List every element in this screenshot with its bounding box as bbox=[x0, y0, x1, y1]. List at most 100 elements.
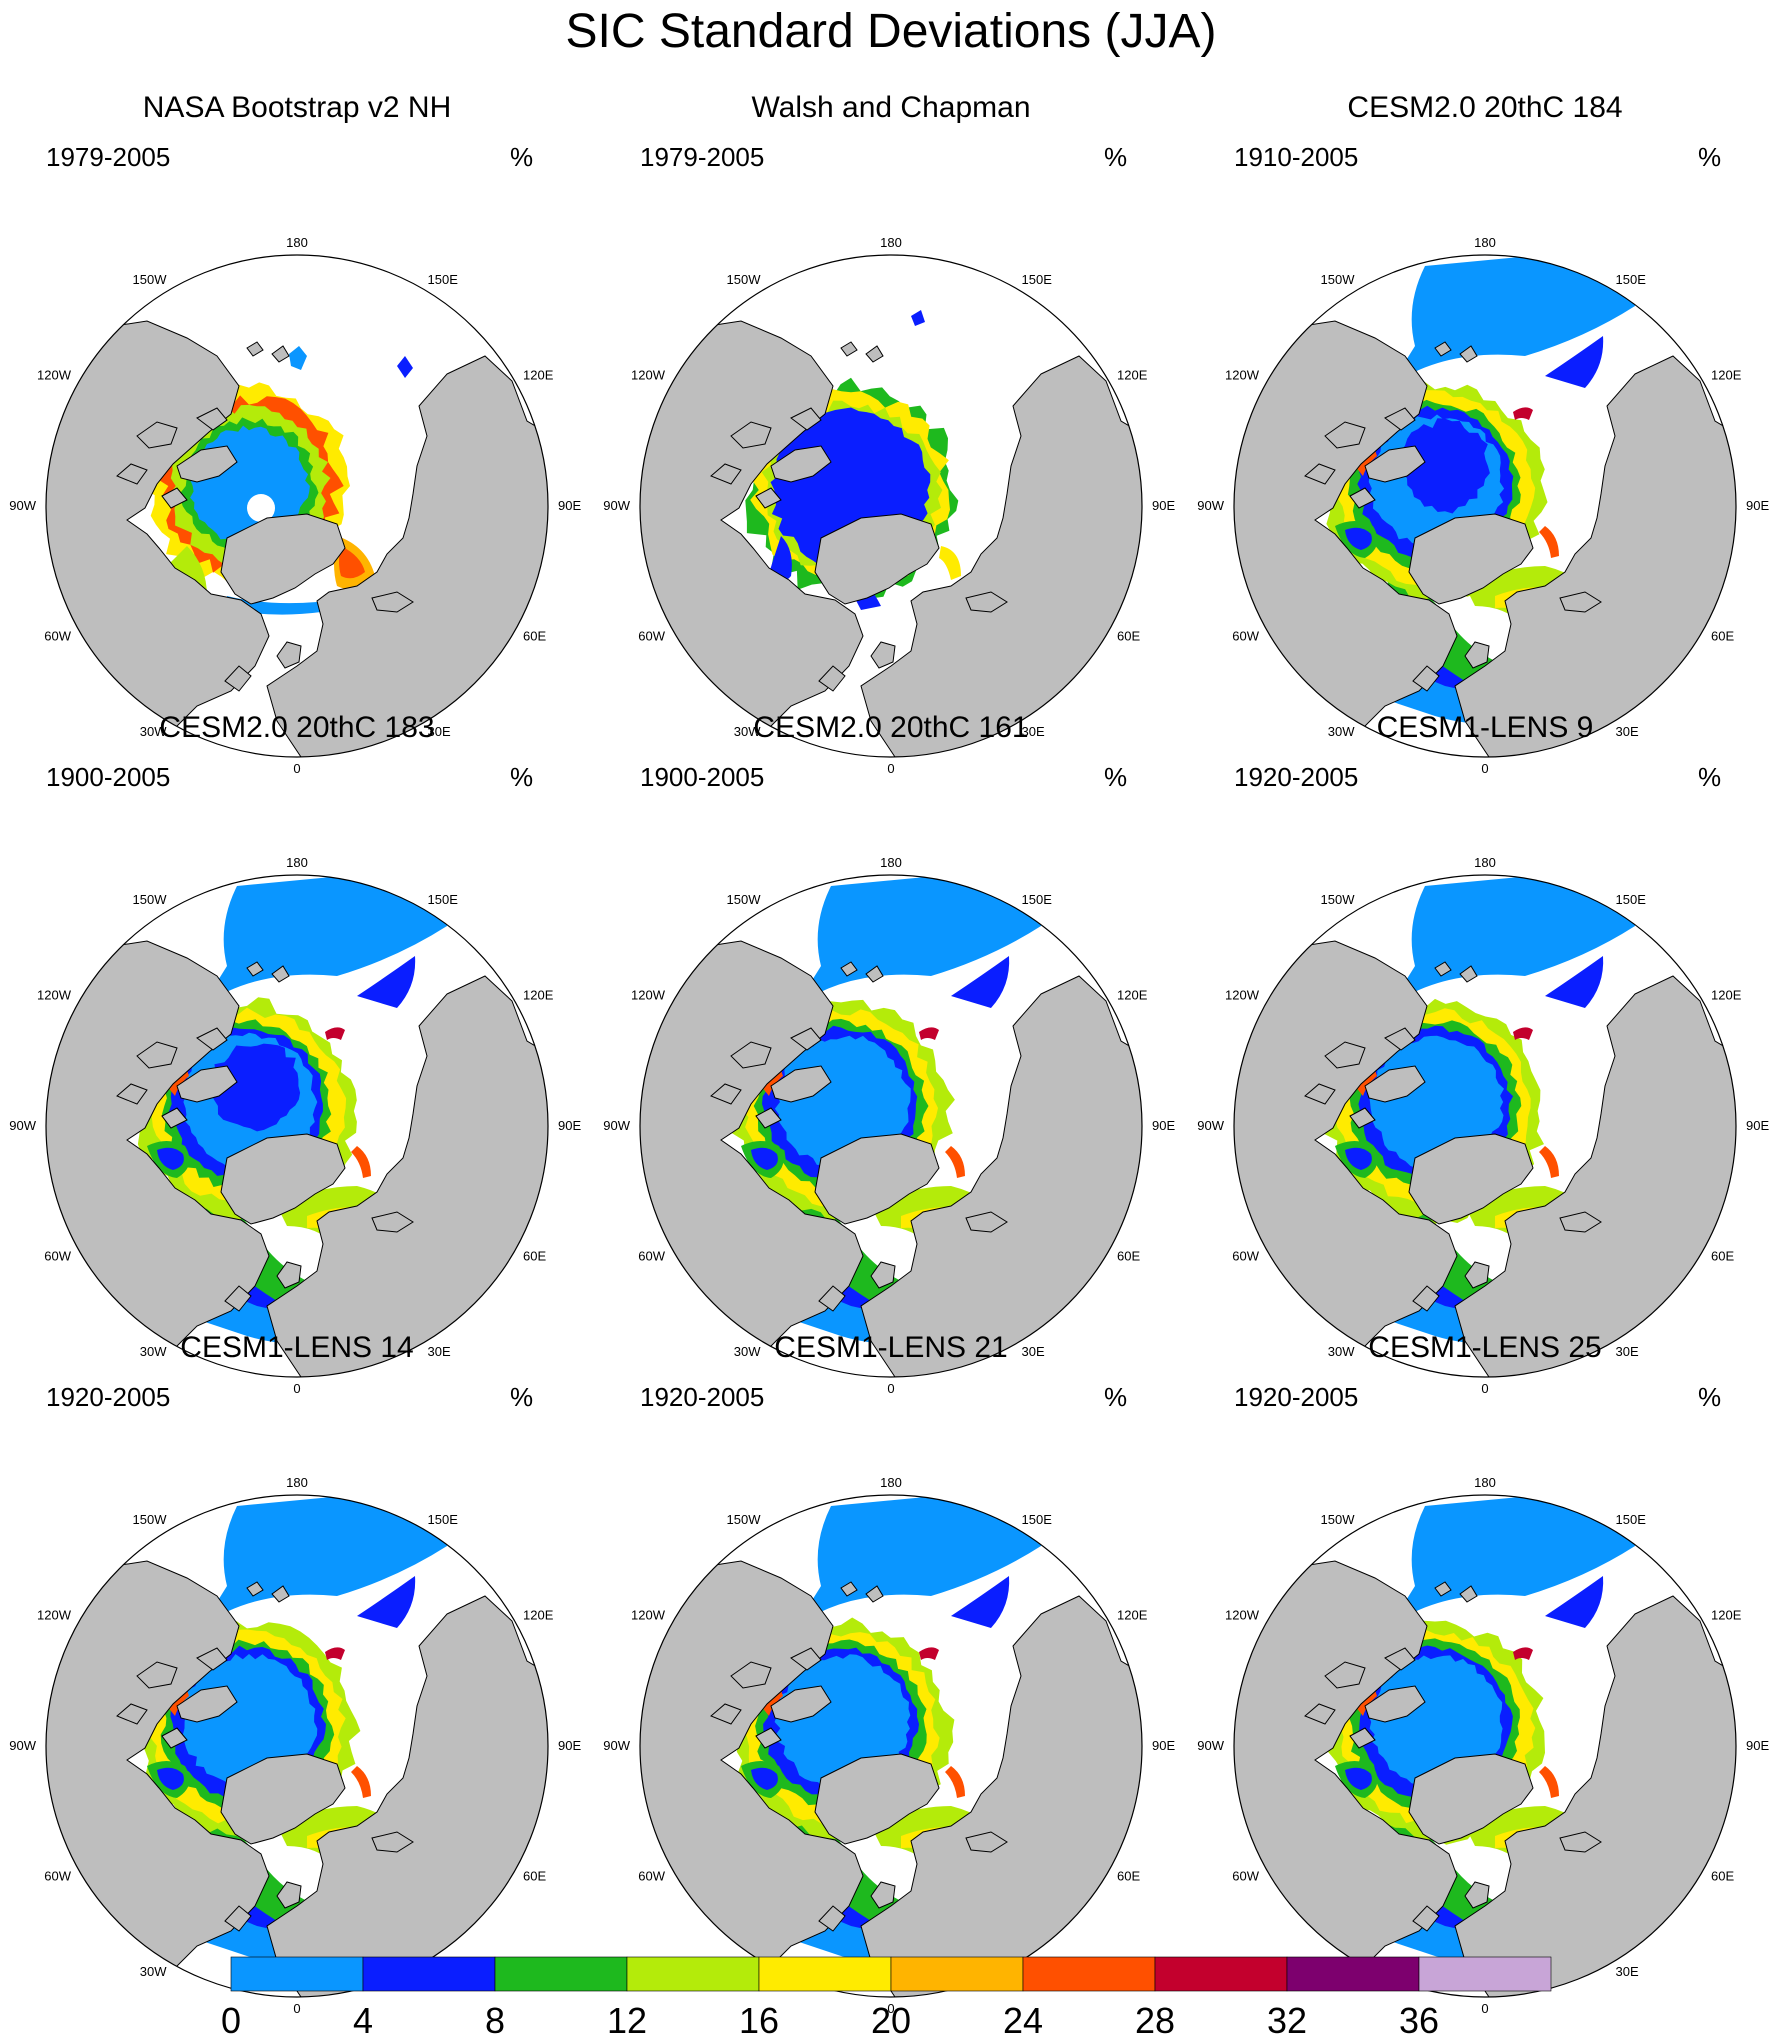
map-panel: 180 150E 120E 90E 60E 30E 0 30W 60W 90W 120W 150W NA… bbox=[0, 90, 594, 776]
longitude-label: 90W bbox=[603, 1738, 630, 1753]
longitude-label: 180 bbox=[880, 855, 902, 870]
panel-title: CESM1-LENS 21 bbox=[774, 1331, 1008, 1364]
longitude-label: 0 bbox=[293, 1381, 300, 1396]
map-boundary bbox=[1233, 254, 1737, 758]
longitude-label: 120W bbox=[1225, 1608, 1260, 1623]
panel-title: NASA Bootstrap v2 NH bbox=[142, 91, 452, 124]
colorbar-tick-label: 32 bbox=[1267, 2000, 1307, 2041]
longitude-label: 120E bbox=[523, 368, 554, 383]
longitude-label: 150W bbox=[1321, 892, 1356, 907]
map-panel: 180 150E 120E 90E 60E 30E 0 30W 60W 90W 120W 150W CE… bbox=[0, 710, 594, 1396]
longitude-label: 30E bbox=[1022, 1344, 1045, 1359]
longitude-label: 180 bbox=[880, 1475, 902, 1490]
map-boundary bbox=[639, 874, 1143, 1378]
longitude-label: 120W bbox=[37, 368, 72, 383]
colorbar-tick-label: 8 bbox=[485, 2000, 505, 2041]
colorbar: 0 4 8 12 16 20 24 28 32 36 bbox=[221, 1956, 1552, 2041]
longitude-label: 30E bbox=[1616, 1344, 1639, 1359]
longitude-label: 120W bbox=[37, 1608, 72, 1623]
longitude-label: 150W bbox=[727, 1512, 762, 1527]
longitude-label: 90E bbox=[1152, 498, 1175, 513]
map-boundary bbox=[1233, 1494, 1737, 1998]
map-clip-group bbox=[640, 1495, 1142, 1997]
map-boundary bbox=[1233, 874, 1737, 1378]
longitude-label: 60E bbox=[1117, 1249, 1140, 1264]
colorbar-swatch bbox=[362, 1956, 496, 1992]
longitude-label: 120W bbox=[1225, 988, 1260, 1003]
panel-title: CESM2.0 20thC 184 bbox=[1347, 91, 1623, 124]
longitude-label: 60W bbox=[1232, 629, 1259, 644]
panel-period: 1920-2005 bbox=[1234, 1382, 1359, 1412]
longitude-label: 120W bbox=[37, 988, 72, 1003]
panel-period: 1910-2005 bbox=[1234, 142, 1359, 172]
panel-period: 1900-2005 bbox=[640, 762, 765, 792]
map-clip-group bbox=[1234, 1495, 1736, 1997]
panel-title: Walsh and Chapman bbox=[751, 91, 1031, 124]
longitude-label: 120E bbox=[1711, 988, 1742, 1003]
longitude-label: 30W bbox=[1328, 1344, 1355, 1359]
panel-units: % bbox=[1104, 142, 1128, 172]
panel-units: % bbox=[1104, 762, 1128, 792]
longitude-label: 90W bbox=[1197, 1738, 1224, 1753]
longitude-label: 60W bbox=[1232, 1249, 1259, 1264]
longitude-label: 60W bbox=[44, 629, 71, 644]
colorbar-swatch bbox=[626, 1956, 760, 1992]
colorbar-tick-label: 12 bbox=[607, 2000, 647, 2041]
longitude-label: 30E bbox=[1616, 724, 1639, 739]
panel-units: % bbox=[510, 142, 534, 172]
longitude-label: 150W bbox=[133, 1512, 168, 1527]
longitude-label: 150E bbox=[1616, 272, 1647, 287]
map-clip-group bbox=[46, 1495, 548, 1997]
colorbar-swatch bbox=[494, 1956, 628, 1992]
longitude-label: 120E bbox=[523, 988, 554, 1003]
longitude-label: 60W bbox=[1232, 1869, 1259, 1884]
longitude-label: 30E bbox=[1022, 724, 1045, 739]
longitude-label: 180 bbox=[1474, 855, 1496, 870]
longitude-label: 180 bbox=[286, 855, 308, 870]
longitude-label: 90E bbox=[1152, 1118, 1175, 1133]
longitude-label: 30W bbox=[140, 724, 167, 739]
colorbar-tick-label: 16 bbox=[739, 2000, 779, 2041]
longitude-label: 0 bbox=[293, 761, 300, 776]
colorbar-tick-label: 0 bbox=[221, 2000, 241, 2041]
map-panel: 180 150E 120E 90E 60E 30E 0 30W 60W 90W 120W 150W Wa… bbox=[594, 90, 1188, 776]
figure-title: SIC Standard Deviations (JJA) bbox=[565, 5, 1217, 58]
colorbar-svg: 0 4 8 12 16 20 24 28 32 36 bbox=[221, 1956, 1552, 2041]
map-boundary bbox=[45, 874, 549, 1378]
map-panel: 180 150E 120E 90E 60E 30E 0 30W 60W 90W 120W 150W CE… bbox=[1188, 1330, 1782, 2016]
map-panel: 180 150E 120E 90E 60E 30E 0 30W 60W 90W 120W 150W CE… bbox=[594, 710, 1188, 1396]
colorbar-swatch bbox=[1154, 1956, 1288, 1992]
longitude-label: 30W bbox=[140, 1964, 167, 1979]
map-boundary bbox=[45, 1494, 549, 1998]
longitude-label: 30E bbox=[428, 1344, 451, 1359]
panel-title: CESM2.0 20thC 183 bbox=[159, 711, 435, 744]
map-clip-group bbox=[1234, 875, 1736, 1377]
longitude-label: 120E bbox=[1117, 988, 1148, 1003]
map-panel: 180 150E 120E 90E 60E 30E 0 30W 60W 90W 120W 150W CE… bbox=[1188, 90, 1782, 776]
longitude-label: 30E bbox=[428, 724, 451, 739]
longitude-label: 60E bbox=[1117, 629, 1140, 644]
panel-period: 1920-2005 bbox=[640, 1382, 765, 1412]
longitude-label: 90W bbox=[603, 1118, 630, 1133]
longitude-label: 90E bbox=[1746, 1738, 1769, 1753]
panel-units: % bbox=[1698, 142, 1722, 172]
panel-title: CESM1-LENS 9 bbox=[1376, 711, 1594, 744]
longitude-label: 120W bbox=[631, 988, 666, 1003]
longitude-label: 150W bbox=[133, 272, 168, 287]
longitude-label: 150W bbox=[133, 892, 168, 907]
longitude-label: 0 bbox=[887, 1381, 894, 1396]
panel-period: 1979-2005 bbox=[46, 142, 171, 172]
colorbar-tick-label: 4 bbox=[353, 2000, 373, 2041]
colorbar-tick-label: 20 bbox=[871, 2000, 911, 2041]
longitude-label: 60E bbox=[523, 629, 546, 644]
longitude-label: 90E bbox=[558, 1118, 581, 1133]
map-boundary bbox=[639, 254, 1143, 758]
map-panel: 180 150E 120E 90E 60E 30E 0 30W 60W 90W 120W 150W CE… bbox=[594, 1330, 1188, 2016]
longitude-label: 180 bbox=[880, 235, 902, 250]
colorbar-swatch bbox=[758, 1956, 892, 1992]
longitude-label: 0 bbox=[1481, 761, 1488, 776]
longitude-label: 90W bbox=[9, 498, 36, 513]
